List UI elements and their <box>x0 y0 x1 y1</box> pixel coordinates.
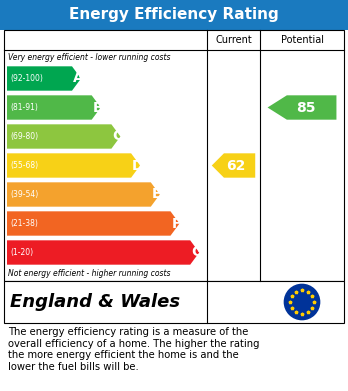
Text: E: E <box>152 188 161 201</box>
Text: (39-54): (39-54) <box>10 190 38 199</box>
Polygon shape <box>7 211 180 236</box>
Bar <box>0 0 348 30</box>
Text: Energy Efficiency Rating: Energy Efficiency Rating <box>69 7 279 23</box>
Text: Very energy efficient - lower running costs: Very energy efficient - lower running co… <box>8 52 171 61</box>
Bar <box>4 30 344 281</box>
Polygon shape <box>7 66 81 91</box>
Text: Potential: Potential <box>280 35 324 45</box>
Text: The energy efficiency rating is a measure of the
overall efficiency of a home. T: The energy efficiency rating is a measur… <box>8 327 260 372</box>
Polygon shape <box>7 153 140 178</box>
Polygon shape <box>7 95 101 120</box>
Text: G: G <box>191 246 203 260</box>
Text: (92-100): (92-100) <box>10 74 43 83</box>
Text: (81-91): (81-91) <box>10 103 38 112</box>
Text: C: C <box>112 129 122 143</box>
Polygon shape <box>7 240 199 265</box>
Polygon shape <box>268 95 337 120</box>
Text: Current: Current <box>215 35 252 45</box>
Text: (1-20): (1-20) <box>10 248 33 257</box>
Bar <box>4 281 344 323</box>
Text: (55-68): (55-68) <box>10 161 38 170</box>
Text: A: A <box>73 72 84 86</box>
Text: (21-38): (21-38) <box>10 219 38 228</box>
Circle shape <box>284 284 320 319</box>
Text: England & Wales: England & Wales <box>10 293 180 311</box>
Text: (69-80): (69-80) <box>10 132 38 141</box>
Text: D: D <box>132 158 144 172</box>
Text: F: F <box>172 217 181 231</box>
Text: B: B <box>93 100 103 115</box>
Text: 85: 85 <box>296 100 316 115</box>
Polygon shape <box>7 124 120 149</box>
Text: 62: 62 <box>226 158 246 172</box>
Text: Not energy efficient - higher running costs: Not energy efficient - higher running co… <box>8 269 171 278</box>
Polygon shape <box>212 153 255 178</box>
Polygon shape <box>7 182 160 207</box>
